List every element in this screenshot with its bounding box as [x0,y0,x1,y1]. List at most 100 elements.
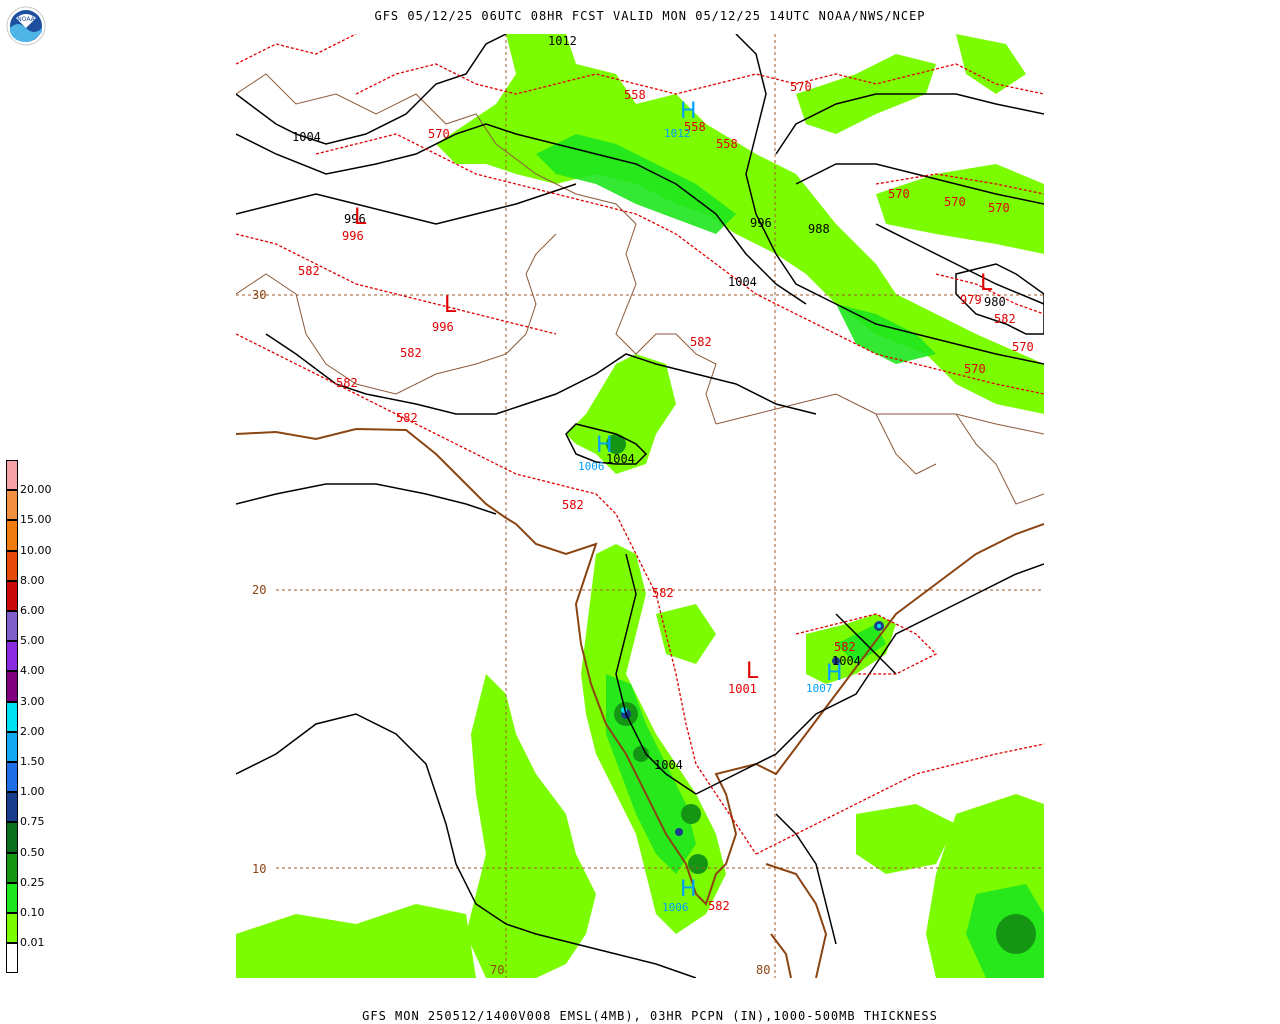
isobar-label: 1012 [548,34,577,48]
thickness-labels: 558 558 558 570 570 570 570 570 570 582 … [298,80,1034,913]
legend-label: 0.10 [20,906,45,919]
legend-label: 0.75 [20,815,45,829]
weather-map: 30 20 10 70 80 1012 1004 996 996 988 100… [236,34,1044,978]
legend-label: 15.00 [20,513,52,527]
top-title: GFS 05/12/25 06UTC 08HR FCST VALID MON 0… [374,9,926,23]
thickness-label: 570 [888,187,910,201]
thickness-label: 582 [690,335,712,349]
thickness-label: 570 [988,201,1010,215]
thickness-label: 996 [432,320,454,334]
isobar-label: 1004 [728,275,757,289]
thickness-label: 582 [834,640,856,654]
thickness-label: 582 [652,586,674,600]
legend-swatch [6,490,18,521]
legend-swatch [6,550,18,581]
high-value: 1012 [664,127,691,140]
thickness-label: 558 [716,137,738,151]
thickness-label: 979 [960,293,982,307]
high-center: H [596,433,613,458]
legend-swatch [6,611,18,642]
thickness-label: 558 [624,88,646,102]
isobar-label: 1004 [292,130,321,144]
thickness-label: 1001 [728,682,757,696]
legend-swatch [6,913,18,944]
legend-swatch [6,731,18,762]
high-center: H [680,877,697,902]
lat-label-10: 10 [252,862,266,876]
low-center: L [746,659,759,684]
thickness-label: 558 [684,120,706,134]
latlon-grid [236,34,1044,978]
legend-swatch [6,580,18,611]
isobar-label: 1004 [832,654,861,668]
legend-label: 0.01 [20,936,45,950]
legend-swatch [6,852,18,883]
lon-label-80: 80 [756,963,770,977]
thickness-label: 582 [708,899,730,913]
legend-label: 8.00 [20,573,45,587]
thickness-label: 570 [1012,340,1034,354]
thickness-label: 582 [336,376,358,390]
high-center: H [680,99,697,124]
lon-label-70: 70 [490,963,504,977]
legend-label: 10.00 [20,543,52,557]
legend-swatch [6,943,18,974]
legend-label: 2.00 [20,724,45,738]
legend-label: 3.00 [20,694,45,708]
borders [236,73,1044,505]
high-value: 1007 [806,682,833,695]
legend-swatch [6,671,18,702]
high-values: 1012 1006 1007 1006 [578,127,833,914]
legend-swatch [6,822,18,853]
thickness-label: 570 [944,195,966,209]
legend-swatch [6,520,18,551]
isobar-label: 980 [984,295,1006,309]
thickness-label: 570 [428,127,450,141]
thickness-label: 582 [562,498,584,512]
high-value: 1006 [578,460,605,473]
thickness-label: 582 [994,312,1016,326]
legend-label: 4.00 [20,664,45,678]
isobar-label: 1004 [606,452,635,466]
legend-swatch [6,792,18,823]
high-value: 1006 [662,901,689,914]
legend-swatch [6,460,18,491]
thickness-contours [236,34,1044,855]
legend-label: 20.00 [20,483,52,497]
coastlines [236,427,1044,978]
bottom-title: GFS MON 250512/1400V008 EMSL(4MB), 03HR … [362,1009,938,1023]
isobars [236,34,1044,978]
precip-layer [236,34,1044,978]
legend-label: 0.25 [20,875,45,889]
isobar-label: 996 [344,212,366,226]
legend-label: 1.00 [20,785,45,799]
thickness-label: 582 [396,411,418,425]
logo-text: NOAA [17,16,35,23]
pressure-centers: L L L L H H H H [354,99,993,902]
isobar-label: 988 [808,222,830,236]
isobar-label: 1004 [654,758,683,772]
legend-swatch [6,882,18,913]
legend-swatch [6,762,18,793]
legend-label: 1.50 [20,755,45,768]
thickness-label: 996 [342,229,364,243]
legend-swatch [6,641,18,672]
thickness-label: 582 [400,346,422,360]
thickness-label: 570 [964,362,986,376]
noaa-logo-icon: NOAA [6,6,46,46]
low-center: L [354,205,367,230]
thickness-label: 582 [298,264,320,278]
lat-label-20: 20 [252,583,266,597]
legend-label: 0.50 [20,845,45,859]
legend-label: 5.00 [20,634,45,648]
low-center: L [444,293,457,318]
lat-label-30: 30 [252,288,266,302]
high-center: H [826,661,843,686]
isobar-labels: 1012 1004 996 996 988 1004 980 1004 1004… [292,34,1006,772]
legend-label: 6.00 [20,604,45,617]
grid-labels: 30 20 10 70 80 [252,288,770,977]
low-center: L [980,271,993,296]
thickness-label: 570 [790,80,812,94]
isobar-label: 996 [750,216,772,230]
legend-swatch [6,701,18,732]
